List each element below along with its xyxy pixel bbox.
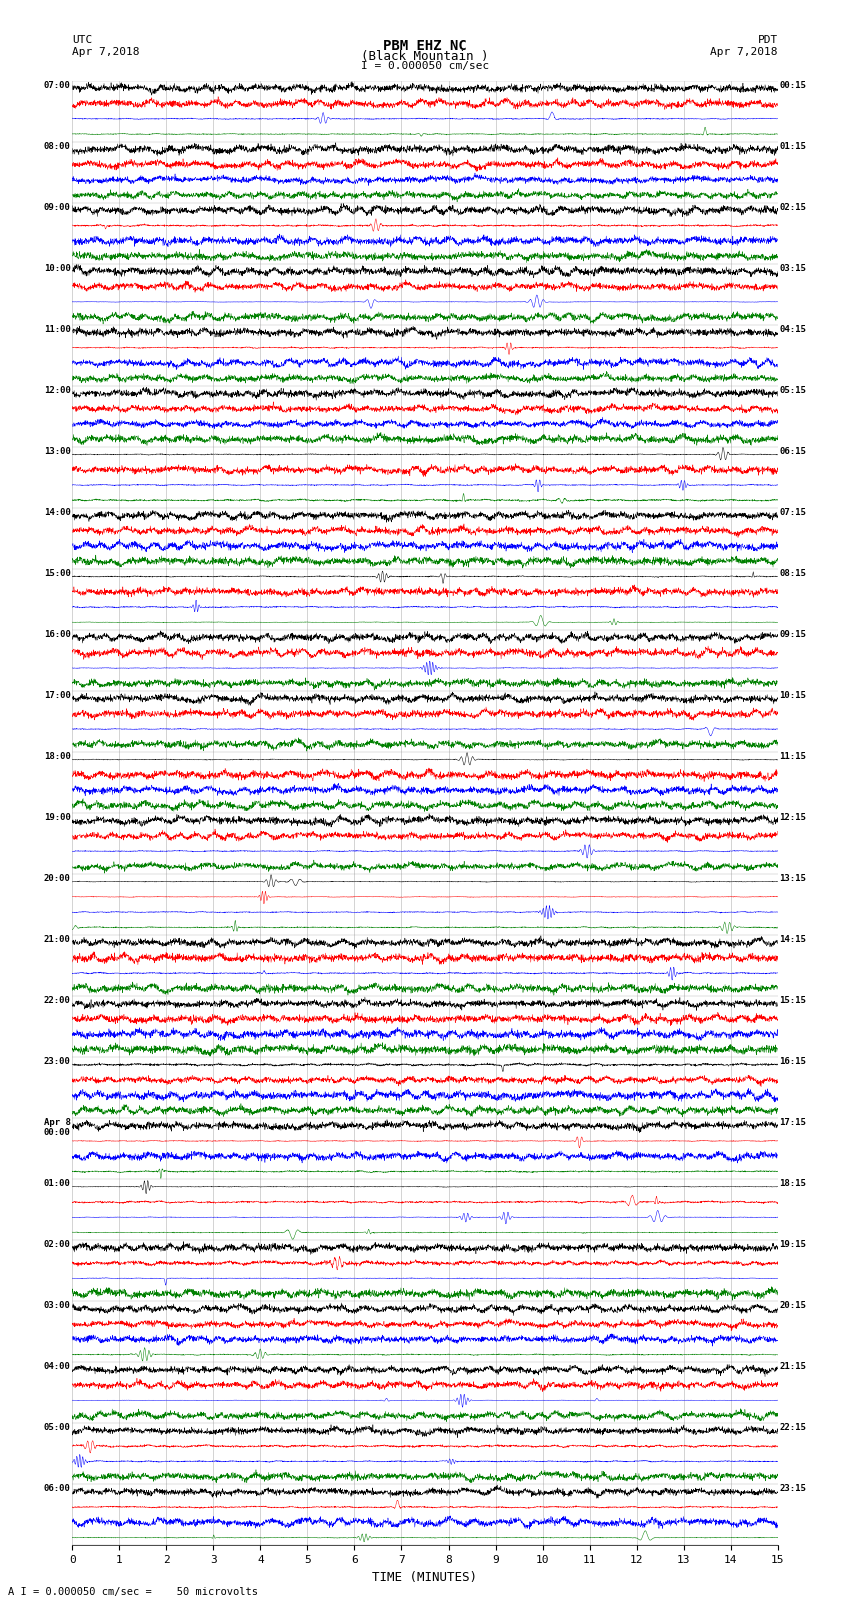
Text: 22:00: 22:00 xyxy=(44,997,71,1005)
Text: I = 0.000050 cm/sec: I = 0.000050 cm/sec xyxy=(361,61,489,71)
Text: 21:15: 21:15 xyxy=(779,1361,806,1371)
Text: 03:00: 03:00 xyxy=(44,1302,71,1310)
Text: 23:00: 23:00 xyxy=(44,1057,71,1066)
Text: 09:15: 09:15 xyxy=(779,631,806,639)
Text: 02:00: 02:00 xyxy=(44,1240,71,1248)
Text: 16:00: 16:00 xyxy=(44,631,71,639)
Text: 07:15: 07:15 xyxy=(779,508,806,516)
Text: 05:15: 05:15 xyxy=(779,386,806,395)
Text: 12:00: 12:00 xyxy=(44,386,71,395)
Text: 09:00: 09:00 xyxy=(44,203,71,211)
Text: 20:15: 20:15 xyxy=(779,1302,806,1310)
Text: 12:15: 12:15 xyxy=(779,813,806,823)
Text: 05:00: 05:00 xyxy=(44,1423,71,1432)
Text: 19:15: 19:15 xyxy=(779,1240,806,1248)
Text: 18:00: 18:00 xyxy=(44,752,71,761)
Text: 20:00: 20:00 xyxy=(44,874,71,882)
X-axis label: TIME (MINUTES): TIME (MINUTES) xyxy=(372,1571,478,1584)
Text: 01:00: 01:00 xyxy=(44,1179,71,1189)
Text: 04:15: 04:15 xyxy=(779,324,806,334)
Text: 17:15: 17:15 xyxy=(779,1118,806,1127)
Text: 10:00: 10:00 xyxy=(44,265,71,273)
Text: PBM EHZ NC: PBM EHZ NC xyxy=(383,39,467,53)
Text: 06:00: 06:00 xyxy=(44,1484,71,1494)
Text: 00:15: 00:15 xyxy=(779,81,806,90)
Text: 08:00: 08:00 xyxy=(44,142,71,150)
Text: 06:15: 06:15 xyxy=(779,447,806,456)
Text: 10:15: 10:15 xyxy=(779,690,806,700)
Text: 15:00: 15:00 xyxy=(44,569,71,577)
Text: 16:15: 16:15 xyxy=(779,1057,806,1066)
Text: 04:00: 04:00 xyxy=(44,1361,71,1371)
Text: 17:00: 17:00 xyxy=(44,690,71,700)
Text: 14:15: 14:15 xyxy=(779,936,806,944)
Text: 13:15: 13:15 xyxy=(779,874,806,882)
Text: A I = 0.000050 cm/sec =    50 microvolts: A I = 0.000050 cm/sec = 50 microvolts xyxy=(8,1587,258,1597)
Text: Apr 8
00:00: Apr 8 00:00 xyxy=(44,1118,71,1137)
Text: (Black Mountain ): (Black Mountain ) xyxy=(361,50,489,63)
Text: 14:00: 14:00 xyxy=(44,508,71,516)
Text: 19:00: 19:00 xyxy=(44,813,71,823)
Text: 11:15: 11:15 xyxy=(779,752,806,761)
Text: 11:00: 11:00 xyxy=(44,324,71,334)
Text: PDT
Apr 7,2018: PDT Apr 7,2018 xyxy=(711,35,778,56)
Text: UTC
Apr 7,2018: UTC Apr 7,2018 xyxy=(72,35,139,56)
Text: 03:15: 03:15 xyxy=(779,265,806,273)
Text: 02:15: 02:15 xyxy=(779,203,806,211)
Text: 01:15: 01:15 xyxy=(779,142,806,150)
Text: 08:15: 08:15 xyxy=(779,569,806,577)
Text: 23:15: 23:15 xyxy=(779,1484,806,1494)
Text: 15:15: 15:15 xyxy=(779,997,806,1005)
Text: 22:15: 22:15 xyxy=(779,1423,806,1432)
Text: 13:00: 13:00 xyxy=(44,447,71,456)
Text: 07:00: 07:00 xyxy=(44,81,71,90)
Text: 18:15: 18:15 xyxy=(779,1179,806,1189)
Text: 21:00: 21:00 xyxy=(44,936,71,944)
